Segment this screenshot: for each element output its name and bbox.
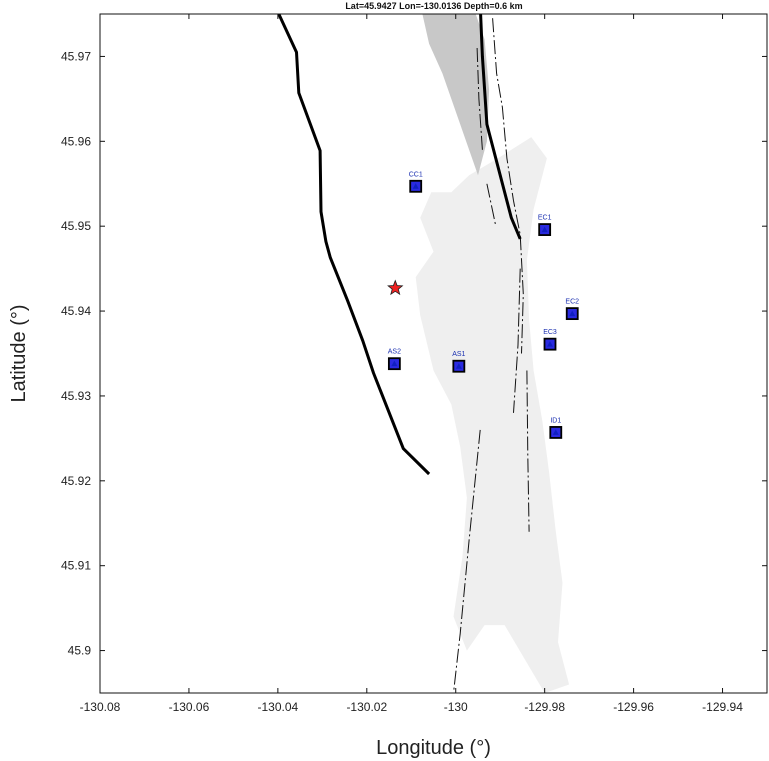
y-tick-label: 45.97	[61, 49, 91, 63]
y-axis-title: Latitude (°)	[8, 304, 30, 402]
x-tick-label: -130.06	[169, 700, 210, 714]
station-ec1: EC1	[538, 215, 552, 236]
station-label: EC1	[538, 215, 552, 222]
x-axis-title: Longitude (°)	[376, 737, 491, 759]
caldera-rims	[277, 14, 522, 476]
station-as2: AS2	[388, 349, 401, 371]
caldera-rim-west	[277, 14, 431, 476]
lava-flows-light	[415, 137, 570, 693]
station-cc1: CC1	[409, 171, 423, 193]
y-tick-label: 45.94	[61, 304, 91, 318]
station-triangle-icon	[455, 363, 462, 369]
fissures	[453, 18, 530, 693]
axis-ticks: -130.08 -130.06 -130.04 -130.02 -130 -129.98 -…	[61, 14, 767, 714]
station-id1: ID1	[549, 417, 563, 439]
x-tick-label: -129.94	[702, 700, 743, 714]
y-tick-label: 45.92	[61, 474, 91, 488]
station-label: AS2	[388, 349, 401, 356]
lava-flow-dark-0	[422, 14, 490, 176]
station-ec3: EC3	[543, 329, 557, 351]
plot-area: CC1 EC1 EC2 EC3 AS2 AS1 ID1	[277, 14, 579, 693]
x-tick-label: -129.96	[613, 700, 654, 714]
station-as1: AS1	[452, 351, 466, 373]
fissure-line-5	[486, 183, 497, 227]
event-star-icon	[387, 279, 404, 296]
y-tick-label: 45.93	[61, 389, 91, 403]
station-triangle-icon	[547, 341, 554, 347]
fissure-line-3	[453, 429, 481, 693]
plot-frame	[99, 13, 768, 694]
fissure-line-0	[492, 18, 524, 354]
x-tick-label: -130.08	[80, 700, 121, 714]
station-label: AS1	[452, 351, 465, 358]
station-triangle-icon	[391, 360, 398, 367]
y-tick-label: 45.95	[61, 219, 91, 233]
map-title: Lat=45.9427 Lon=-130.0136 Depth=0.6 km	[345, 1, 522, 11]
y-tick-label: 45.91	[61, 559, 91, 573]
stations: CC1 EC1 EC2 EC3 AS2 AS1 ID1	[388, 171, 579, 439]
lava-flow-light-0	[415, 137, 570, 693]
x-tick-label: -129.98	[524, 700, 565, 714]
station-ec2: EC2	[565, 299, 579, 321]
station-label: EC2	[565, 299, 579, 306]
caldera-rim-east	[479, 14, 522, 240]
station-label: CC1	[409, 171, 423, 178]
station-triangle-icon	[541, 226, 548, 233]
fissure-line-1	[513, 268, 521, 413]
station-triangle-icon	[552, 429, 559, 435]
x-tick-label: -130	[444, 700, 468, 714]
x-tick-label: -130.02	[346, 700, 387, 714]
station-triangle-icon	[569, 310, 576, 317]
station-label: ID1	[550, 417, 561, 424]
fissure-line-4	[476, 47, 483, 150]
station-label: EC3	[543, 329, 557, 336]
fissure-line-2	[526, 370, 530, 532]
station-triangle-icon	[412, 183, 419, 189]
event-epicenter	[387, 279, 404, 296]
y-tick-label: 45.96	[61, 134, 91, 148]
lava-flows-dark	[422, 14, 490, 176]
y-tick-label: 45.9	[68, 644, 92, 658]
x-tick-label: -130.04	[258, 700, 299, 714]
